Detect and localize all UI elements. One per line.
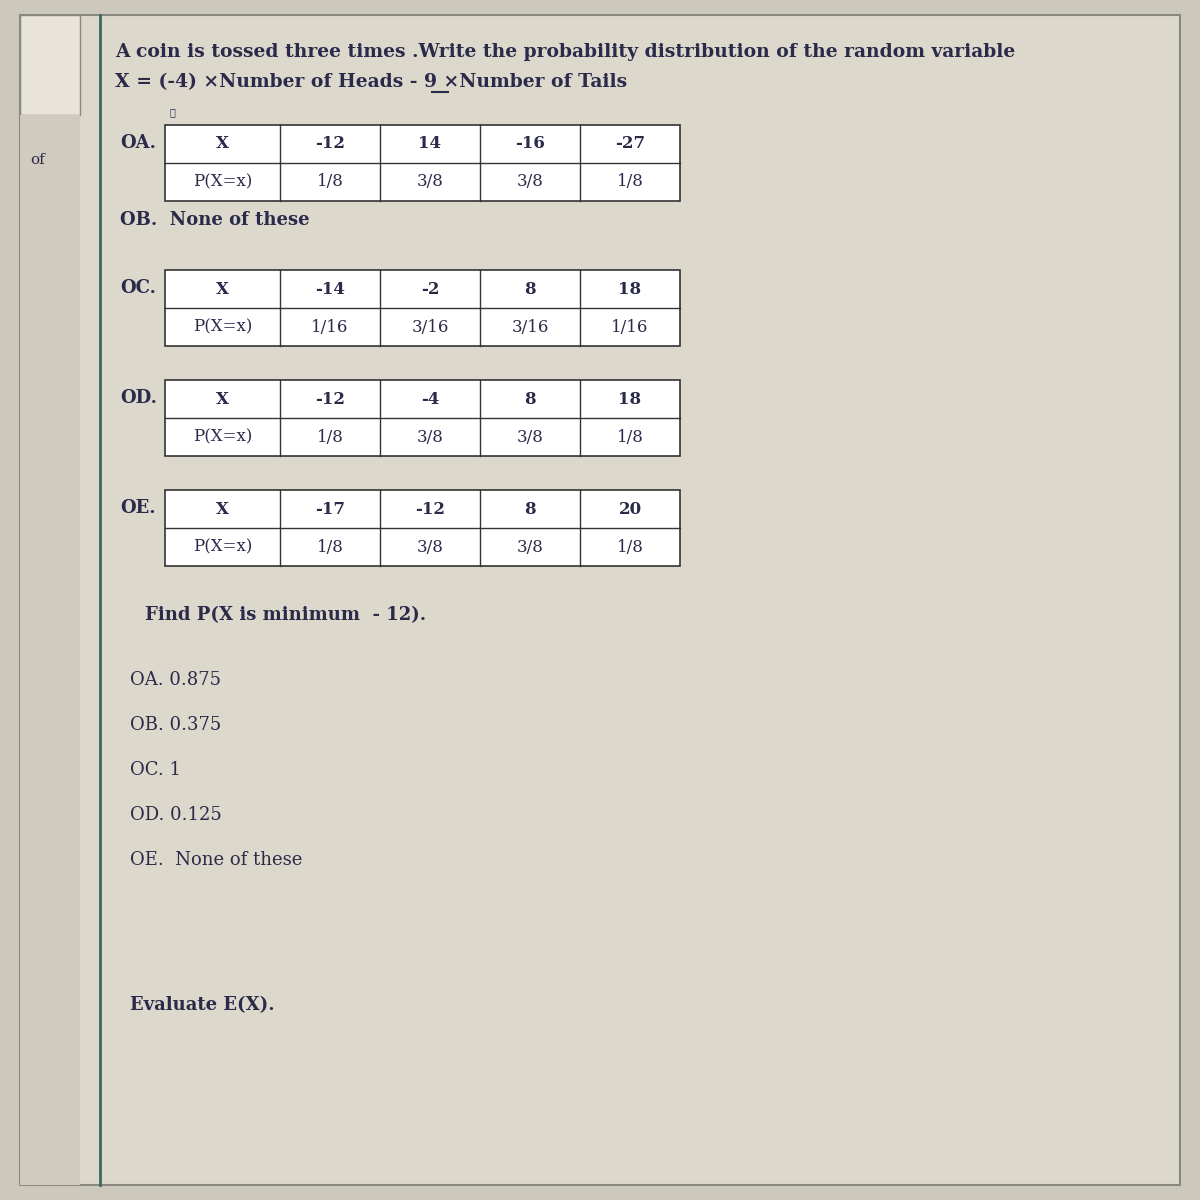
Text: 18: 18 — [618, 281, 642, 298]
Text: ★: ★ — [170, 108, 176, 116]
Text: Find P(X is minimum  - 12).: Find P(X is minimum - 12). — [145, 606, 426, 624]
Text: -12: -12 — [314, 390, 346, 408]
Text: -27: -27 — [614, 136, 646, 152]
Text: OD. 0.125: OD. 0.125 — [130, 806, 222, 824]
Text: 1/8: 1/8 — [317, 174, 343, 191]
Text: 1/8: 1/8 — [617, 539, 643, 556]
Text: OD.: OD. — [120, 389, 157, 407]
Text: OE.: OE. — [120, 499, 156, 517]
Text: P(X=x): P(X=x) — [193, 174, 252, 191]
Text: of: of — [30, 152, 44, 167]
Text: 18: 18 — [618, 390, 642, 408]
Text: A coin is tossed three times .Write the probability distribution of the random v: A coin is tossed three times .Write the … — [115, 43, 1015, 61]
Text: X: X — [216, 500, 229, 517]
Text: 1/16: 1/16 — [311, 318, 349, 336]
Text: 1/8: 1/8 — [317, 539, 343, 556]
Text: 8: 8 — [524, 390, 536, 408]
Text: X = (-4) ×Number of Heads - 9 ×Number of Tails: X = (-4) ×Number of Heads - 9 ×Number of… — [115, 73, 628, 91]
Text: OA.: OA. — [120, 134, 156, 152]
Text: P(X=x): P(X=x) — [193, 318, 252, 336]
Text: OA. 0.875: OA. 0.875 — [130, 671, 221, 689]
Text: 1/8: 1/8 — [317, 428, 343, 445]
Text: 3/8: 3/8 — [516, 174, 544, 191]
Text: 14: 14 — [419, 136, 442, 152]
Text: X: X — [216, 281, 229, 298]
Bar — [166, 125, 680, 200]
Text: OE.  None of these: OE. None of these — [130, 851, 302, 869]
Text: P(X=x): P(X=x) — [193, 428, 252, 445]
Text: 1/8: 1/8 — [617, 174, 643, 191]
Text: 3/8: 3/8 — [416, 539, 444, 556]
Bar — [166, 490, 680, 566]
Text: 1/8: 1/8 — [617, 428, 643, 445]
Text: 3/8: 3/8 — [516, 428, 544, 445]
Text: -4: -4 — [421, 390, 439, 408]
Text: -17: -17 — [314, 500, 346, 517]
Text: -12: -12 — [314, 136, 346, 152]
Text: X: X — [216, 390, 229, 408]
Text: 3/16: 3/16 — [511, 318, 548, 336]
Text: -2: -2 — [421, 281, 439, 298]
Text: -16: -16 — [515, 136, 545, 152]
Text: 3/8: 3/8 — [416, 428, 444, 445]
Text: OB.  None of these: OB. None of these — [120, 211, 310, 229]
Text: 3/16: 3/16 — [412, 318, 449, 336]
Text: -12: -12 — [415, 500, 445, 517]
Text: 8: 8 — [524, 281, 536, 298]
Text: 8: 8 — [524, 500, 536, 517]
Text: OC.: OC. — [120, 278, 156, 296]
Text: OB. 0.375: OB. 0.375 — [130, 716, 221, 734]
Bar — [20, 14, 80, 115]
Bar — [166, 270, 680, 346]
Text: 20: 20 — [618, 500, 642, 517]
Text: 3/8: 3/8 — [416, 174, 444, 191]
Text: 1/16: 1/16 — [611, 318, 649, 336]
Bar — [166, 380, 680, 456]
Text: -14: -14 — [316, 281, 344, 298]
Text: 3/8: 3/8 — [516, 539, 544, 556]
Text: X: X — [216, 136, 229, 152]
Text: P(X=x): P(X=x) — [193, 539, 252, 556]
Text: Evaluate E(X).: Evaluate E(X). — [130, 996, 275, 1014]
Text: OC. 1: OC. 1 — [130, 761, 181, 779]
Bar — [20, 115, 80, 1186]
